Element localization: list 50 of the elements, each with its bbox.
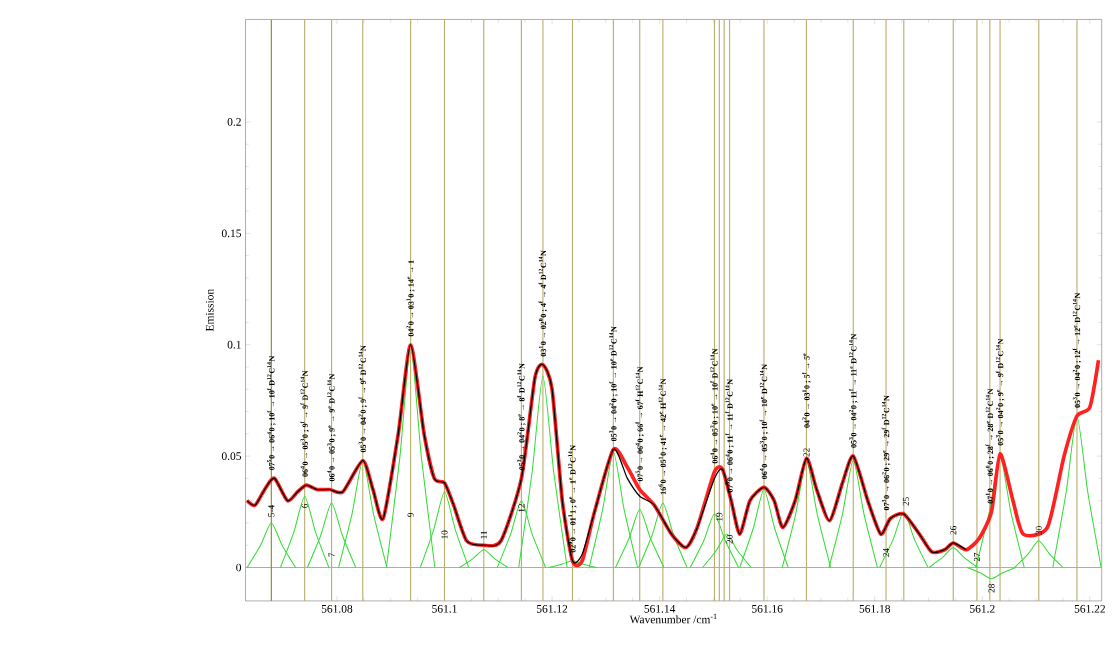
y-tick-label: 0.1 bbox=[227, 341, 241, 349]
annotation: 26 bbox=[950, 526, 957, 535]
annotation: 20 bbox=[726, 535, 733, 544]
x-tick-label: 561.18 bbox=[859, 605, 891, 613]
text: 07$^{3}$0 → 06$^{2}$0 ; 29$^{e}$ → 29$^{f}$ D$^{12}$C$^{14}$N bbox=[881, 395, 891, 511]
text: 07$^{1}$0 → 06$^{0}$0 ; 28$^{f}$ → 28$^{e}$ D$^{12}$C$^{14}$N bbox=[985, 388, 995, 504]
y-tick-label: 0.2 bbox=[227, 118, 241, 127]
annotation: 7 bbox=[328, 553, 335, 557]
text: 05$^{3}$0 → 04$^{2}$0 ; 12$^{f}$ → 12$^{e}$ D$^{12}$C$^{14}$N bbox=[1072, 293, 1082, 408]
text: 06$^{4}$0 → 05$^{3}$0 ; 9$^{e}$ → 9$^{e}$ D$^{12}$C$^{14}$N bbox=[327, 374, 336, 482]
y-tick-label: 0.05 bbox=[221, 452, 242, 461]
text: 03$^{1}$0 → 02$^{0}$0 ; 4$^{f}$ → 4$^{f}$ D$^{12}$C$^{14}$N bbox=[538, 250, 548, 357]
text: 06$^{4}$0 → 05$^{3}$0 ; 9$^{f}$ → 9$^{f}$ D$^{12}$C$^{14}$N bbox=[300, 370, 310, 477]
annotation: 25 bbox=[902, 497, 910, 506]
text: 05$^{3}$0 → 04$^{2}$0 ; 9$^{e}$ → 9$^{f}$ D$^{12}$C$^{14}$N bbox=[995, 338, 1005, 446]
text: 05$^{3}$0 → 04$^{2}$0 ; 11$^{f}$ → 11$^{e}$ D$^{12}$C$^{14}$N bbox=[848, 334, 858, 448]
x-tick-label: 561.08 bbox=[321, 605, 353, 613]
ref-line-label: 04$^{2}$0 → 03$^{1}$0 ; 14$^{e}$ → 1 bbox=[406, 260, 415, 337]
text: 05$^{3}$0 → 04$^{2}$0 ; 10$^{f}$ → 10$^{e}$ D$^{12}$C$^{14}$N bbox=[609, 326, 618, 442]
x-tick-label: 561.1 bbox=[432, 605, 457, 613]
annotation: 9 bbox=[407, 513, 414, 518]
text: 06$^{4}$0 → 05$^{3}$0 ; 10$^{e}$ → 10$^{f}$ D$^{12}$C$^{14}$N bbox=[710, 348, 719, 464]
annotation: 19 bbox=[716, 513, 723, 521]
annotation: 27 bbox=[973, 553, 980, 562]
x-axis-title: Wavenumber /cm$^{-1}$ bbox=[629, 613, 717, 624]
x-tick-label: 561.12 bbox=[536, 605, 568, 613]
text: 16$^{6}$0 → 05$^{1}$0 ; 41$^{e}$ → 42$^{e}$ H$^{12}$C$^{14}$N bbox=[658, 378, 668, 495]
annotation: 28 bbox=[988, 584, 995, 593]
annotation: 6 bbox=[301, 504, 308, 509]
text: 07$^{5}$0 → 06$^{4}$0 ; 66$^{f}$ → 67$^{f}$ H$^{12}$C$^{14}$N bbox=[635, 366, 645, 482]
text: 05$^{3}$0 → 04$^{2}$0 ; 8$^{e}$ → 8$^{f}$ D$^{12}$C$^{14}$N bbox=[517, 363, 526, 471]
y-tick-label: 0.15 bbox=[221, 229, 242, 238]
text: 05$^{3}$0 → 04$^{2}$0 ; 9$^{f}$ → 9$^{e}$ D$^{12}$C$^{14}$N bbox=[358, 345, 368, 453]
annotation: 11 bbox=[480, 531, 487, 539]
x-tick-label: 561.2 bbox=[970, 605, 995, 613]
x-tick-label: 561.16 bbox=[752, 605, 783, 613]
x-tick-label: 561.14 bbox=[644, 605, 676, 613]
ref-line-label: 04$^{2}$0 → 03$^{1}$0 ; 5$^{f}$ → 5$^{e}$ bbox=[802, 353, 811, 428]
text: 06$^{4}$0 → 05$^{3}$0 ; 10$^{f}$ → 10$^{e}$ D$^{12}$C$^{14}$N bbox=[759, 364, 769, 480]
annotation: 24 bbox=[883, 548, 890, 558]
text: 02$^{0}$0 → 01$^{1}$1 ; 0$^{e}$ → 1$^{e}$ D$^{12}$C$^{14}$N bbox=[568, 445, 577, 553]
annotation: 22 bbox=[803, 448, 810, 457]
x-tick-label: 561.22 bbox=[1074, 605, 1105, 613]
annotation: 30 bbox=[1035, 526, 1042, 535]
annotation: 10 bbox=[441, 530, 448, 539]
text: 07$^{5}$0 → 06$^{4}$0 ; 10$^{f}$ → 10$^{f}$ D$^{12}$C$^{14}$N bbox=[266, 356, 276, 471]
y-axis-title: Emission bbox=[205, 289, 214, 332]
annotation: 12 bbox=[518, 504, 525, 513]
y-tick-label: 0 bbox=[236, 563, 242, 572]
annotation: 5-4 bbox=[268, 505, 275, 517]
